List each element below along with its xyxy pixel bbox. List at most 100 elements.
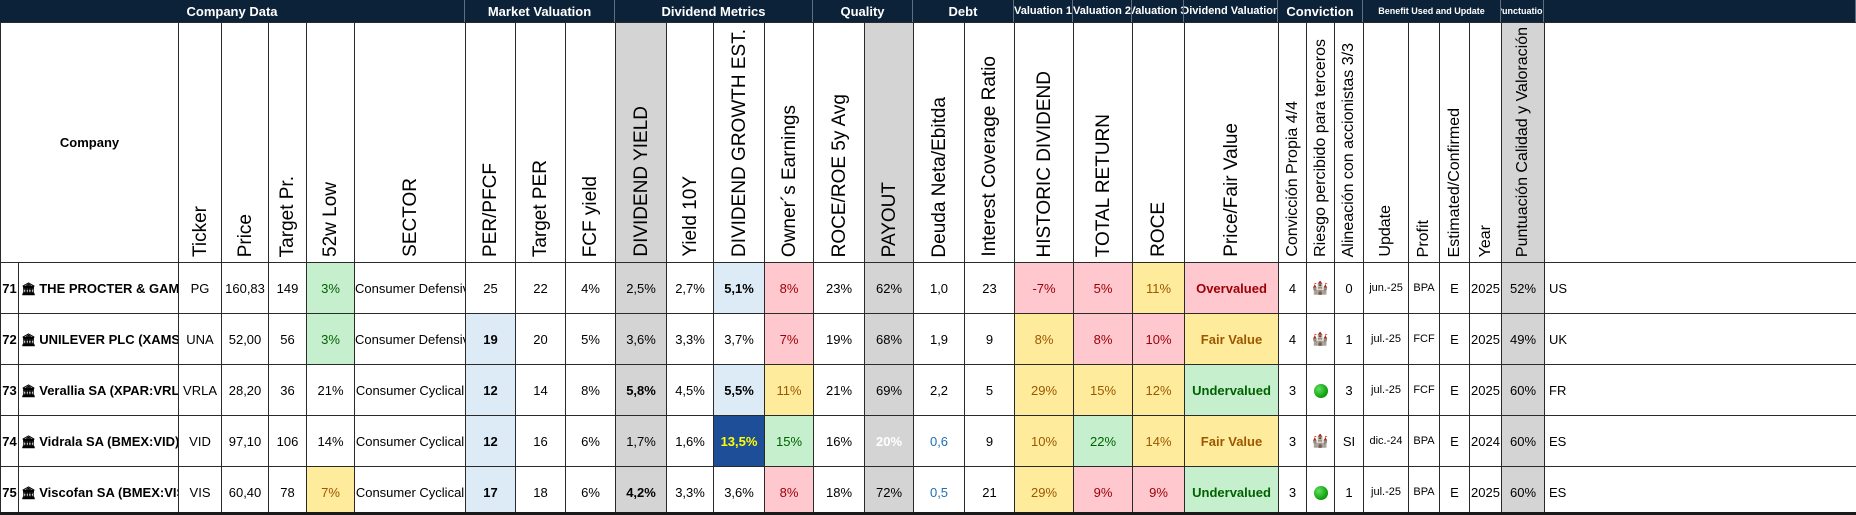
- header-dividend-growth[interactable]: DIVIDEND GROWTH EST.: [713, 21, 766, 264]
- yield10y-cell[interactable]: 2,7%: [666, 262, 715, 315]
- roce-roe-cell[interactable]: 16%: [813, 415, 866, 468]
- table-row[interactable]: 73 🏛 Verallia SA (XPAR:VRLA) VRLA 28,20 3…: [0, 364, 1856, 417]
- roce-cell[interactable]: 11%: [1132, 262, 1186, 315]
- riesgo-cell[interactable]: 🏰: [1306, 415, 1336, 468]
- roce-roe-cell[interactable]: 21%: [813, 364, 866, 417]
- owners-earnings-cell[interactable]: 8%: [764, 466, 815, 515]
- table-row[interactable]: 75 🏛 Viscofan SA (BMEX:VIS) VIS 60,40 78 …: [0, 466, 1856, 515]
- ticker-cell[interactable]: PG: [178, 262, 223, 315]
- group-valuation-3[interactable]: Valuation 3: [1132, 0, 1184, 22]
- header-puntuacion[interactable]: Puntuación Calidad y Valoración: [1501, 21, 1546, 264]
- target-price-cell[interactable]: 36: [268, 364, 308, 417]
- conviccion-cell[interactable]: 3: [1278, 466, 1308, 515]
- riesgo-cell[interactable]: [1306, 466, 1336, 515]
- puntuacion-cell[interactable]: 60%: [1501, 415, 1546, 468]
- estimated-cell[interactable]: E: [1439, 466, 1471, 515]
- conviccion-cell[interactable]: 4: [1278, 262, 1308, 315]
- table-row[interactable]: 72 🏛UNILEVER PLC (XAMS:UNA) UNA 52,00 56…: [0, 313, 1856, 366]
- year-cell[interactable]: 2025: [1469, 313, 1503, 366]
- price-fair-value-cell[interactable]: Fair Value: [1184, 313, 1280, 366]
- deuda-cell[interactable]: 1,0: [913, 262, 966, 315]
- profit-cell[interactable]: FCF: [1408, 364, 1441, 417]
- ticker-cell[interactable]: VID: [178, 415, 223, 468]
- deuda-cell[interactable]: 2,2: [913, 364, 966, 417]
- fcf-yield-cell[interactable]: 6%: [565, 466, 617, 515]
- interest-cell[interactable]: 23: [964, 262, 1016, 315]
- sector-cell[interactable]: Consumer Cyclical: [354, 364, 467, 417]
- per-pfcf-cell[interactable]: 17: [465, 466, 517, 515]
- sector-cell[interactable]: Consumer Cyclical: [354, 466, 467, 515]
- header-target-per[interactable]: Target PER: [515, 21, 567, 264]
- roce-roe-cell[interactable]: 23%: [813, 262, 866, 315]
- historic-dividend-cell[interactable]: 8%: [1014, 313, 1075, 366]
- per-pfcf-cell[interactable]: 12: [465, 364, 517, 417]
- payout-cell[interactable]: 68%: [864, 313, 915, 366]
- puntuacion-cell[interactable]: 52%: [1501, 262, 1546, 315]
- riesgo-cell[interactable]: 🏰: [1306, 262, 1336, 315]
- header-yield-10y[interactable]: Yield 10Y: [666, 21, 715, 264]
- alineacion-cell[interactable]: SI: [1334, 415, 1365, 468]
- yield10y-cell[interactable]: 3,3%: [666, 466, 715, 515]
- dividend-yield-cell[interactable]: 1,7%: [615, 415, 668, 468]
- dividend-growth-cell[interactable]: 13,5%: [713, 415, 766, 468]
- fcf-yield-cell[interactable]: 8%: [565, 364, 617, 417]
- riesgo-cell[interactable]: [1306, 364, 1336, 417]
- price-fair-value-cell[interactable]: Undervalued: [1184, 466, 1280, 515]
- sector-cell[interactable]: Consumer Cyclical: [354, 415, 467, 468]
- yield10y-cell[interactable]: 3,3%: [666, 313, 715, 366]
- group-valuation-2[interactable]: Valuation 2: [1073, 0, 1132, 22]
- per-pfcf-cell[interactable]: 12: [465, 415, 517, 468]
- header-company[interactable]: Company: [0, 21, 180, 264]
- profit-cell[interactable]: FCF: [1408, 313, 1441, 366]
- group-debt[interactable]: Debt: [913, 0, 1014, 22]
- alineacion-cell[interactable]: 3: [1334, 364, 1365, 417]
- update-cell[interactable]: dic.-24: [1363, 415, 1410, 468]
- year-cell[interactable]: 2025: [1469, 262, 1503, 315]
- dividend-yield-cell[interactable]: 2,5%: [615, 262, 668, 315]
- fcf-yield-cell[interactable]: 4%: [565, 262, 617, 315]
- interest-cell[interactable]: 5: [964, 364, 1016, 417]
- dividend-growth-cell[interactable]: 5,1%: [713, 262, 766, 315]
- target-per-cell[interactable]: 20: [515, 313, 567, 366]
- group-punctuation[interactable]: Punctuation: [1501, 0, 1544, 22]
- roce-roe-cell[interactable]: 19%: [813, 313, 866, 366]
- update-cell[interactable]: jul.-25: [1363, 364, 1410, 417]
- table-row[interactable]: 74 🏛 Vidrala SA (BMEX:VID) VID 97,10 106 …: [0, 415, 1856, 468]
- year-cell[interactable]: 2024: [1469, 415, 1503, 468]
- header-historic-dividend[interactable]: HISTORIC DIVIDEND: [1014, 21, 1075, 264]
- historic-dividend-cell[interactable]: 29%: [1014, 466, 1075, 515]
- profit-cell[interactable]: BPA: [1408, 262, 1441, 315]
- header-sector[interactable]: SECTOR: [354, 21, 467, 264]
- dividend-yield-cell[interactable]: 3,6%: [615, 313, 668, 366]
- conviccion-cell[interactable]: 3: [1278, 415, 1308, 468]
- header-target-price[interactable]: Target Pr.: [268, 21, 308, 264]
- interest-cell[interactable]: 9: [964, 415, 1016, 468]
- interest-cell[interactable]: 21: [964, 466, 1016, 515]
- alineacion-cell[interactable]: 0: [1334, 262, 1365, 315]
- target-price-cell[interactable]: 78: [268, 466, 308, 515]
- target-per-cell[interactable]: 16: [515, 415, 567, 468]
- payout-cell[interactable]: 20%: [864, 415, 915, 468]
- roce-cell[interactable]: 14%: [1132, 415, 1186, 468]
- header-conviccion[interactable]: Convicción Propia 4/4: [1278, 21, 1308, 264]
- roce-roe-cell[interactable]: 18%: [813, 466, 866, 515]
- group-quality[interactable]: Quality: [813, 0, 913, 22]
- low52-cell[interactable]: 21%: [306, 364, 356, 417]
- price-cell[interactable]: 160,83: [221, 262, 270, 315]
- alineacion-cell[interactable]: 1: [1334, 466, 1365, 515]
- historic-dividend-cell[interactable]: 10%: [1014, 415, 1075, 468]
- per-pfcf-cell[interactable]: 25: [465, 262, 517, 315]
- header-year[interactable]: Year: [1469, 21, 1503, 264]
- target-per-cell[interactable]: 14: [515, 364, 567, 417]
- group-market-valuation[interactable]: Market Valuation: [465, 0, 615, 22]
- price-cell[interactable]: 97,10: [221, 415, 270, 468]
- yield10y-cell[interactable]: 4,5%: [666, 364, 715, 417]
- group-valuation-1[interactable]: Valuation 1: [1014, 0, 1073, 22]
- target-price-cell[interactable]: 106: [268, 415, 308, 468]
- group-dividend-metrics[interactable]: Dividend Metrics: [615, 0, 813, 22]
- company-name-cell[interactable]: 🏛 Verallia SA (XPAR:VRLA): [17, 364, 180, 417]
- header-price-fair-value[interactable]: Price/Fair Value: [1184, 21, 1280, 264]
- owners-earnings-cell[interactable]: 8%: [764, 262, 815, 315]
- group-conviction[interactable]: Conviction: [1278, 0, 1363, 22]
- per-pfcf-cell[interactable]: 19: [465, 313, 517, 366]
